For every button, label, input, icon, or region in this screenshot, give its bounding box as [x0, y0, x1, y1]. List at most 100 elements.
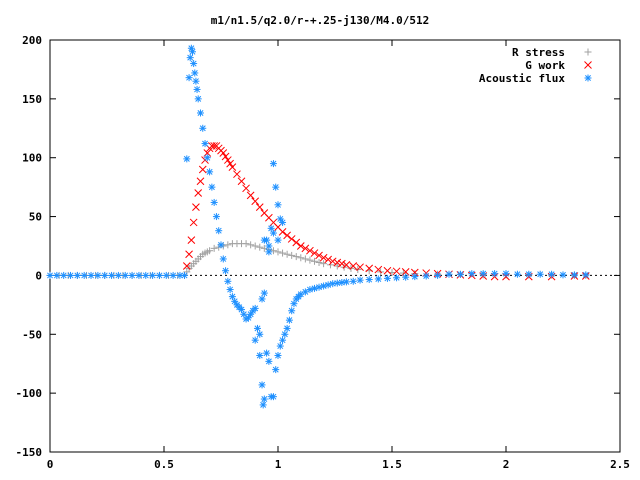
- legend-marker: [584, 74, 592, 82]
- data-point: [256, 243, 264, 251]
- data-point: [306, 286, 314, 294]
- data-point: [274, 236, 282, 244]
- data-point: [251, 242, 259, 250]
- data-point: [349, 277, 357, 285]
- data-point: [233, 170, 241, 179]
- data-point: [269, 160, 277, 168]
- data-point: [315, 251, 323, 260]
- data-point: [276, 215, 284, 223]
- data-point: [422, 272, 430, 280]
- plot-area: [46, 44, 590, 409]
- data-point: [228, 163, 237, 171]
- data-point: [411, 273, 419, 281]
- data-point: [290, 300, 298, 308]
- data-point: [525, 270, 533, 278]
- data-point: [310, 284, 318, 292]
- data-point: [258, 295, 266, 303]
- data-point: [310, 249, 319, 257]
- data-point: [185, 74, 193, 82]
- data-point: [251, 304, 259, 312]
- y-tick-label: 150: [22, 93, 42, 106]
- data-point: [265, 357, 273, 365]
- data-point: [199, 124, 207, 132]
- data-point: [208, 183, 216, 191]
- data-point: [283, 324, 291, 332]
- data-point: [582, 271, 590, 279]
- data-point: [392, 267, 401, 276]
- data-point: [288, 251, 296, 259]
- data-point: [278, 228, 287, 236]
- data-point: [301, 244, 310, 253]
- data-point: [219, 149, 228, 157]
- data-point: [223, 156, 232, 164]
- data-point: [337, 259, 346, 268]
- data-point: [210, 142, 219, 150]
- data-point: [263, 236, 271, 244]
- x-tick-label: 1.5: [382, 458, 402, 471]
- data-point: [260, 395, 268, 403]
- data-point: [242, 240, 250, 248]
- data-point: [288, 307, 296, 315]
- data-point: [135, 271, 143, 279]
- data-point: [193, 85, 201, 93]
- data-point: [310, 257, 318, 265]
- data-point: [296, 242, 305, 250]
- data-point: [301, 255, 309, 263]
- data-point: [240, 310, 248, 318]
- data-point: [297, 254, 305, 262]
- data-point: [201, 140, 209, 148]
- data-point: [320, 282, 328, 290]
- data-point: [192, 203, 200, 212]
- x-tick-label: 2.5: [610, 458, 630, 471]
- data-point: [237, 177, 246, 186]
- data-point: [456, 270, 464, 278]
- data-point: [256, 330, 264, 338]
- y-tick-label: -150: [16, 446, 43, 459]
- data-point: [221, 152, 230, 161]
- data-point: [101, 271, 109, 279]
- data-point: [260, 289, 268, 297]
- data-point: [94, 271, 102, 279]
- data-point: [374, 275, 382, 283]
- data-point: [502, 270, 510, 278]
- data-point: [279, 336, 287, 344]
- data-point: [491, 270, 499, 278]
- data-point: [114, 271, 122, 279]
- data-point: [191, 69, 199, 77]
- data-point: [269, 393, 277, 401]
- data-point: [365, 276, 373, 284]
- data-point: [536, 270, 544, 278]
- data-point: [285, 316, 293, 324]
- data-point: [315, 283, 323, 291]
- data-point: [46, 271, 54, 279]
- data-point: [292, 238, 301, 247]
- data-point: [128, 271, 136, 279]
- data-point: [324, 255, 333, 264]
- chart-title: m1/n1.5/q2.0/r-+.25-j130/M4.0/512: [211, 14, 430, 27]
- data-point: [570, 271, 578, 279]
- data-point: [206, 247, 214, 255]
- data-point: [247, 310, 255, 318]
- data-point: [255, 203, 264, 212]
- data-point: [306, 256, 314, 264]
- data-point: [263, 349, 271, 357]
- data-point: [182, 262, 191, 270]
- data-point: [196, 109, 204, 117]
- y-tick-label: 200: [22, 34, 42, 47]
- data-point: [185, 250, 193, 259]
- data-point: [53, 271, 61, 279]
- data-point: [279, 249, 287, 257]
- y-tick-label: -100: [16, 387, 43, 400]
- data-point: [292, 253, 300, 261]
- legend-marker: [584, 61, 592, 69]
- data-point: [224, 241, 232, 249]
- data-point: [265, 242, 273, 250]
- data-point: [479, 270, 487, 278]
- data-point: [231, 297, 239, 305]
- data-point: [198, 165, 207, 174]
- data-point: [434, 271, 442, 279]
- data-point: [251, 336, 259, 344]
- data-point: [274, 248, 282, 256]
- data-point: [162, 271, 170, 279]
